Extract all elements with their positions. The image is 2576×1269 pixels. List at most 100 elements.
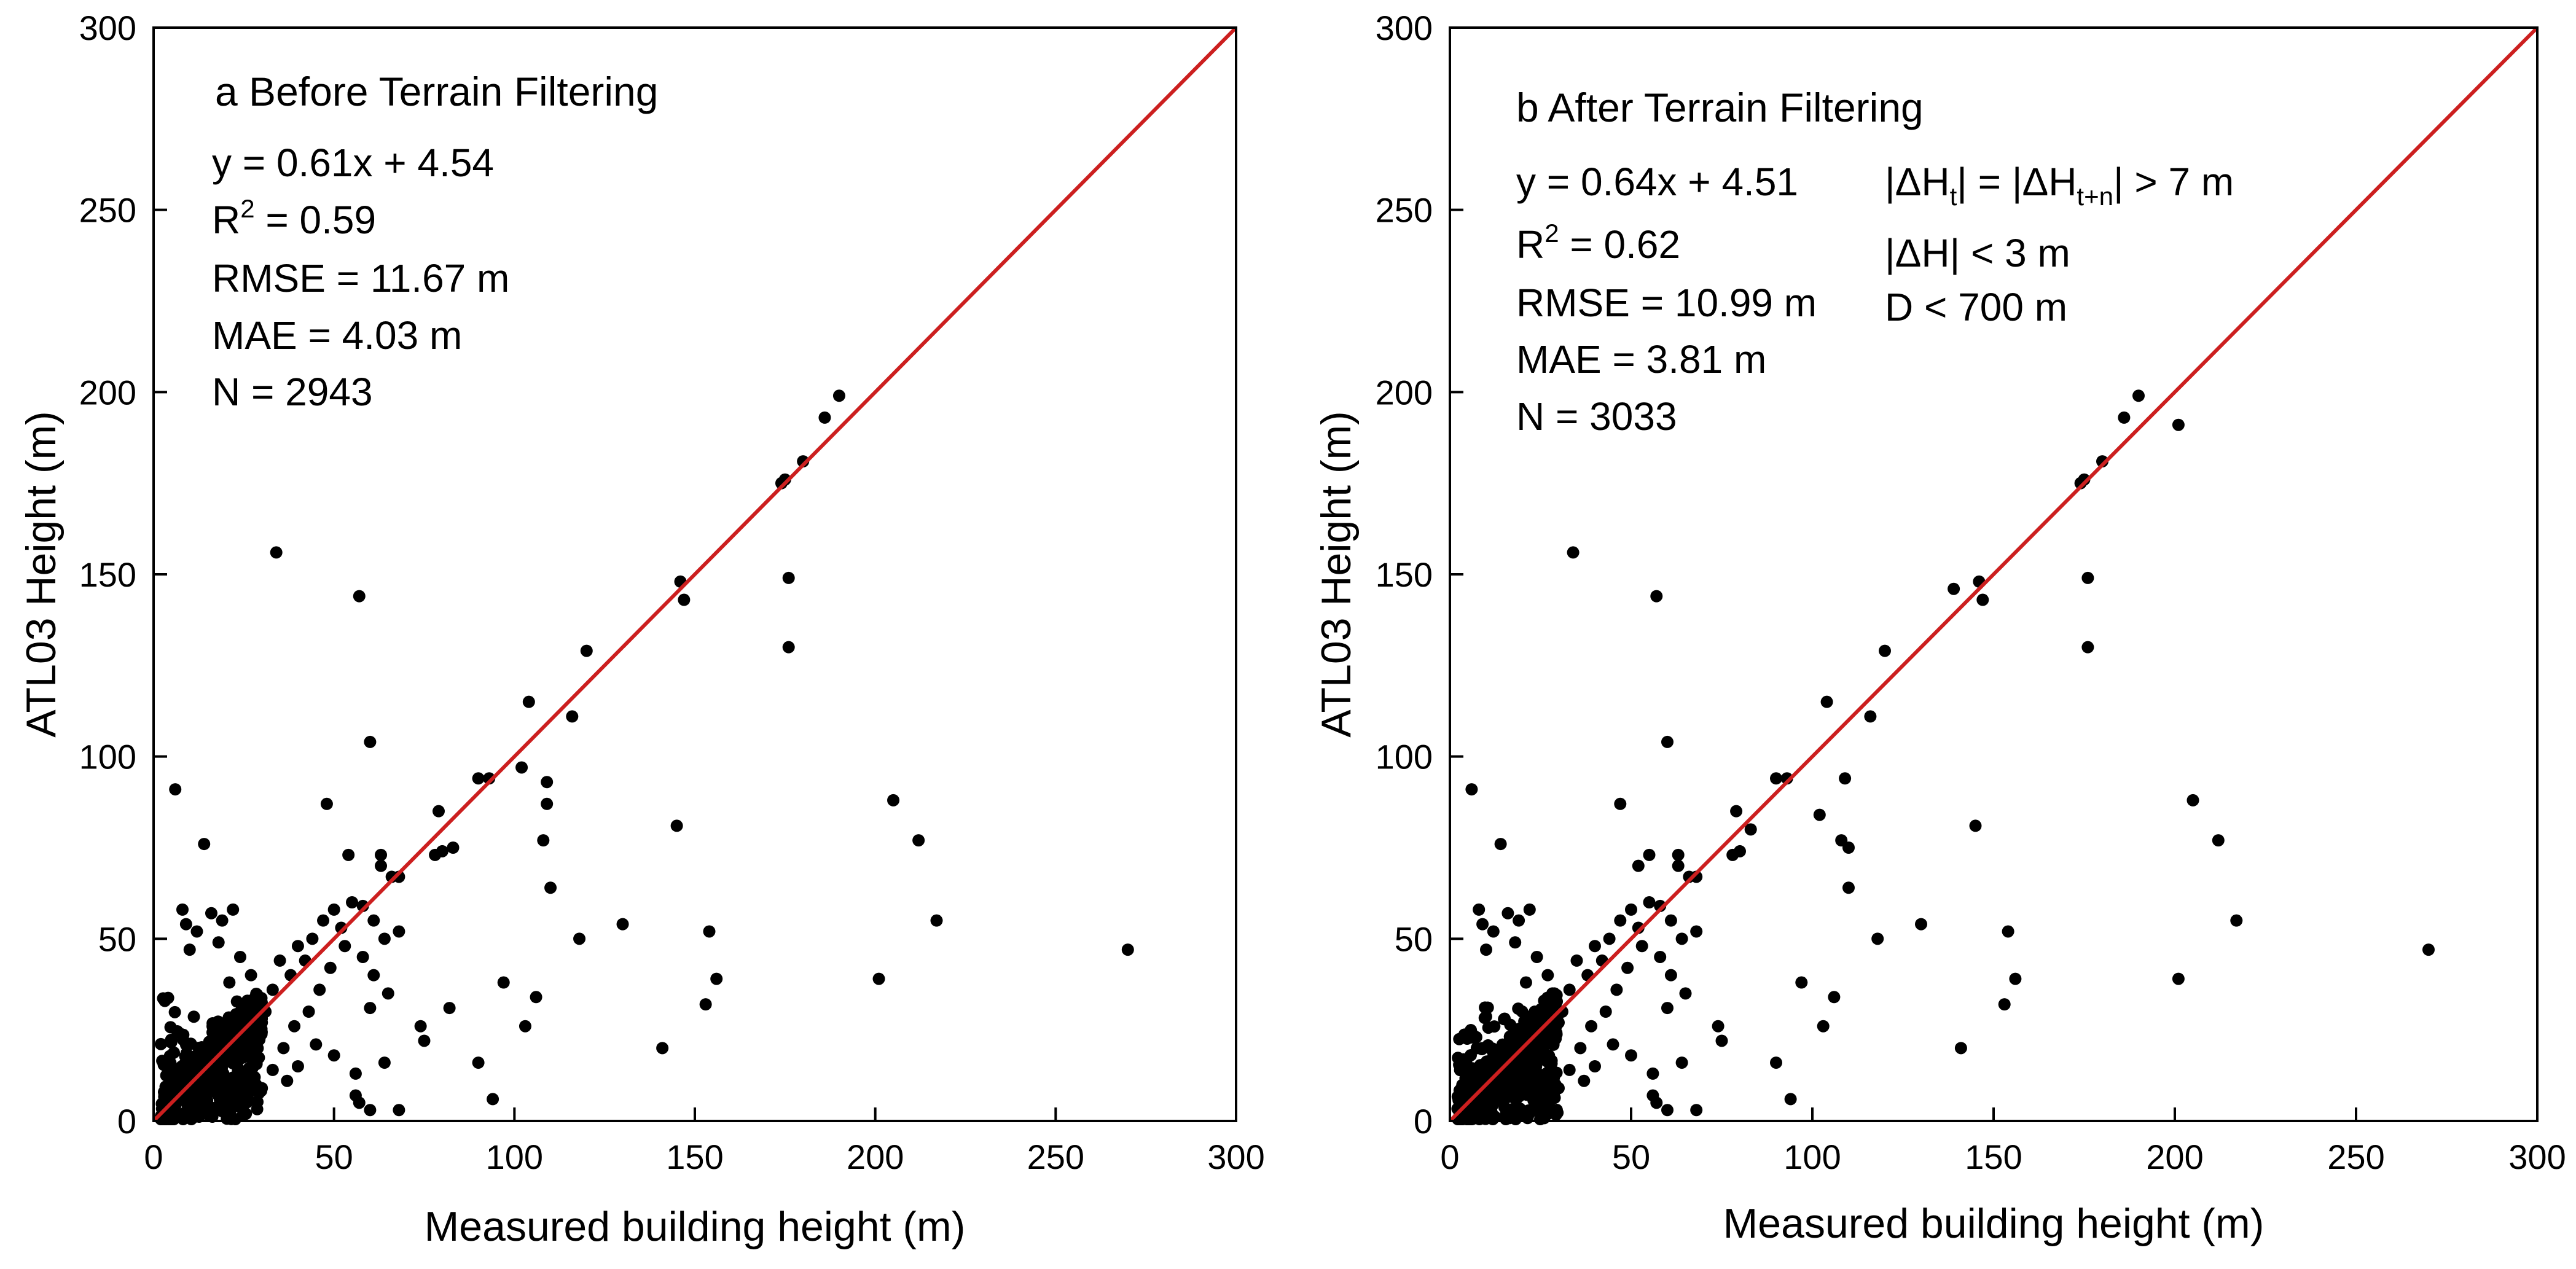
data-point (1744, 823, 1757, 836)
data-point (1550, 1026, 1563, 1039)
data-point (497, 976, 510, 989)
data-point (346, 896, 359, 908)
x-tick-label: 300 (2508, 1138, 2566, 1176)
data-point (1650, 1096, 1663, 1109)
data-point (1496, 1095, 1509, 1107)
data-point (1820, 695, 1833, 708)
data-point (243, 1009, 256, 1021)
y-tick-label: 250 (1376, 191, 1433, 230)
data-point (1473, 903, 1486, 916)
data-point (1574, 1042, 1587, 1055)
y-tick-label: 300 (79, 9, 136, 47)
data-point (2172, 418, 2185, 431)
data-point (2002, 925, 2014, 938)
data-point (1513, 914, 1525, 927)
data-point (1473, 1103, 1486, 1115)
data-point (375, 859, 388, 872)
data-point (1654, 951, 1667, 963)
data-point (2212, 834, 2225, 847)
data-point (1635, 940, 1648, 953)
x-tick-label: 300 (1207, 1138, 1264, 1176)
data-point (1661, 1104, 1674, 1117)
data-point (273, 954, 286, 967)
data-point (1621, 961, 1634, 974)
data-point (1675, 1056, 1688, 1069)
data-point (375, 848, 388, 861)
data-point (432, 805, 445, 818)
data-point (227, 903, 240, 916)
data-point (1563, 1063, 1576, 1076)
data-point (1817, 1020, 1830, 1033)
data-point (2186, 794, 2199, 806)
data-point (1603, 932, 1616, 945)
data-point (1494, 838, 1507, 851)
data-point (670, 819, 683, 832)
data-point (245, 1077, 257, 1090)
data-point (1607, 1038, 1619, 1051)
y-tick-label: 150 (79, 555, 136, 594)
data-point (541, 797, 554, 810)
data-point (2009, 972, 2022, 985)
data-point (204, 1082, 217, 1095)
y-tick-label: 200 (79, 373, 136, 412)
data-point (447, 841, 460, 854)
x-tick-label: 100 (486, 1138, 543, 1176)
data-point (1712, 1020, 1725, 1033)
data-point (177, 1033, 190, 1046)
data-point (1563, 983, 1576, 996)
data-point (1514, 1022, 1527, 1035)
data-point (1690, 1104, 1703, 1117)
panel-b-criterion-2: |ΔH| < 3 m (1885, 231, 2070, 275)
data-point (1770, 1056, 1782, 1069)
data-point (233, 951, 246, 963)
data-point (310, 1038, 323, 1051)
data-point (160, 1069, 173, 1082)
y-tick-label: 150 (1376, 555, 1433, 594)
data-point (1879, 644, 1891, 657)
data-point (1813, 808, 1826, 821)
data-point (1541, 969, 1554, 982)
data-point (163, 1050, 176, 1063)
data-point (1915, 918, 1927, 931)
panel-b-criterion-1: |ΔHt| = |ΔHt+n| > 7 m (1885, 160, 2234, 211)
data-point (930, 914, 943, 927)
data-point (1528, 1021, 1541, 1034)
panel-b-x-axis-label: Measured building height (m) (1723, 1200, 2265, 1247)
data-point (165, 1036, 178, 1048)
panel-a-x-axis-label: Measured building height (m) (425, 1203, 966, 1250)
data-point (537, 834, 550, 847)
data-point (519, 1020, 531, 1033)
y-tick-label: 250 (79, 191, 136, 230)
data-point (544, 881, 557, 894)
data-point (270, 546, 283, 559)
data-point (1661, 735, 1674, 748)
data-point (1523, 903, 1536, 916)
data-point (240, 1018, 253, 1031)
data-point (162, 991, 174, 1004)
y-tick-label: 50 (1395, 920, 1433, 958)
x-tick-label: 200 (847, 1138, 904, 1176)
data-point (291, 940, 304, 953)
data-point (2230, 914, 2243, 927)
x-tick-label: 50 (1612, 1138, 1650, 1176)
data-point (1530, 951, 1543, 963)
panel-b-y-axis-label: ATL03 Height (m) (1313, 411, 1360, 738)
data-point (255, 996, 268, 1009)
data-point (1864, 710, 1877, 723)
data-point (782, 641, 795, 654)
data-point (2132, 389, 2145, 402)
panel-b: 0 50 100 150 200 250 300 0 50 100 150 200 250 300 b A… (1313, 9, 2566, 1247)
data-point (382, 987, 394, 1000)
y-tick-label: 100 (79, 738, 136, 776)
data-point (1500, 1113, 1513, 1126)
data-point (2081, 641, 2094, 654)
data-point (393, 925, 405, 938)
data-point (580, 644, 593, 657)
data-point (1519, 976, 1532, 989)
data-point (353, 1096, 366, 1109)
data-point (187, 1085, 200, 1098)
panel-a-equation: y = 0.61x + 4.54 (212, 141, 494, 185)
data-point (1730, 805, 1743, 818)
data-point (313, 983, 326, 996)
data-point (209, 1064, 222, 1077)
